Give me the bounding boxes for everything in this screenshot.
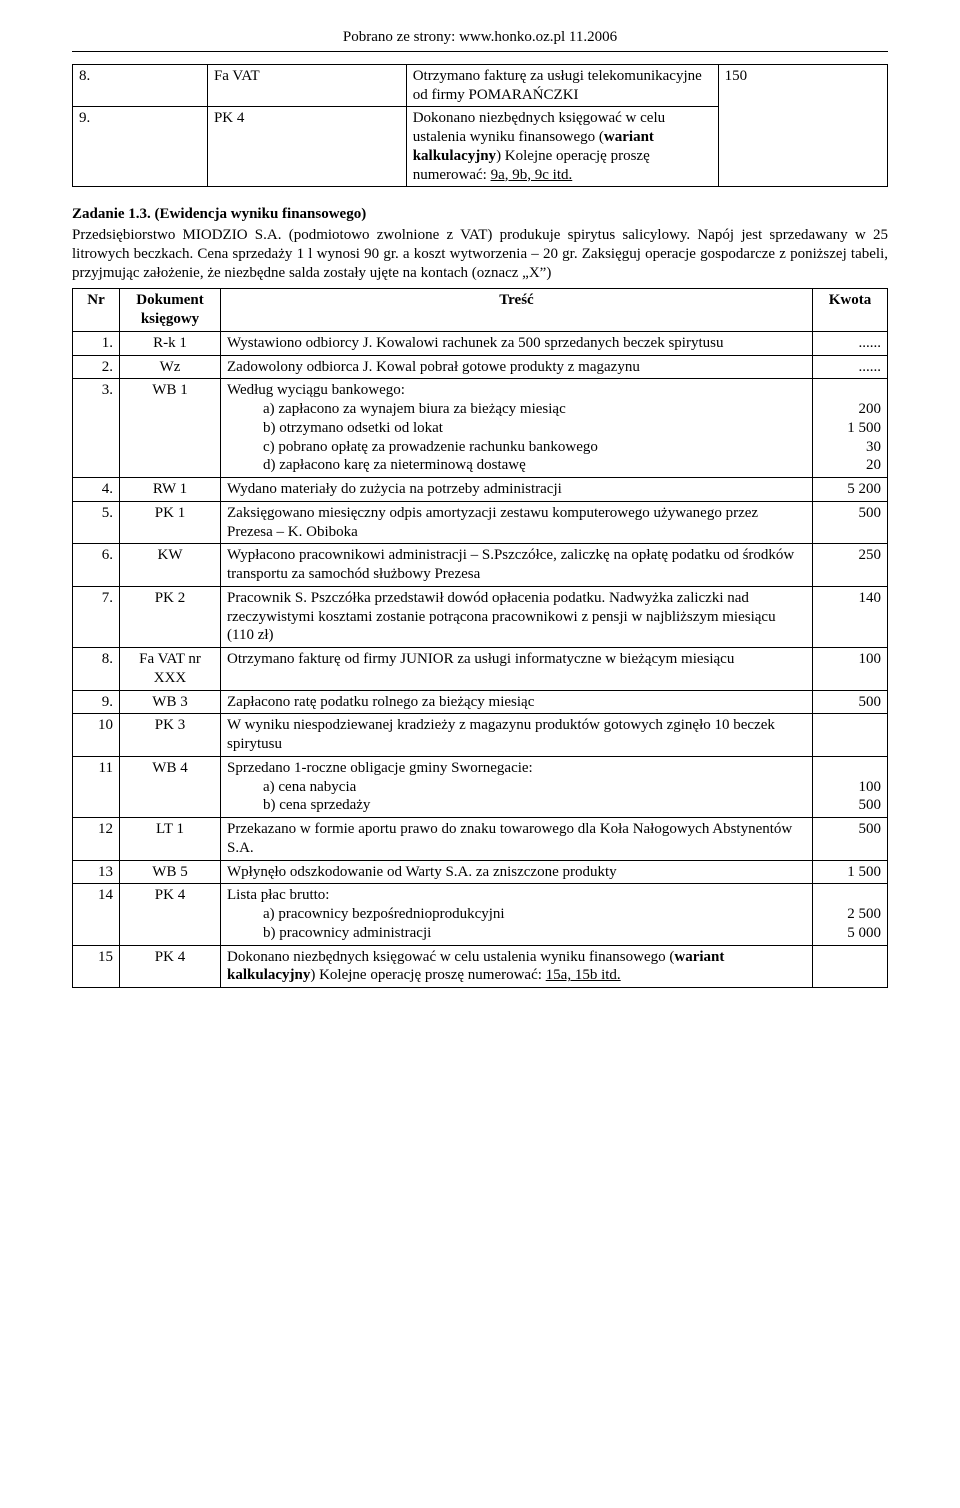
cell-nr: 10 [73,714,120,757]
top-table-row: 8.Fa VATOtrzymano fakturę za usługi tele… [73,64,888,107]
cell-tresc: Według wyciągu bankowego:a) zapłacono za… [221,379,813,478]
cell-doc: PK 4 [207,107,406,187]
cell-doc: Wz [120,355,221,379]
cell-nr: 6. [73,544,120,587]
cell-tresc: Wystawiono odbiorcy J. Kowalowi rachunek… [221,331,813,355]
cell-kwota: 250 [813,544,888,587]
cell-tresc: Dokonano niezbędnych księgować w celu us… [221,945,813,988]
cell-doc: PK 4 [120,945,221,988]
table-row: 11WB 4Sprzedano 1-roczne obligacje gminy… [73,756,888,817]
cell-nr: 3. [73,379,120,478]
top-table: 8.Fa VATOtrzymano fakturę za usługi tele… [72,64,888,188]
cell-kwota: ...... [813,331,888,355]
cell-nr: 15 [73,945,120,988]
cell-kwota: 2001 5003020 [813,379,888,478]
section-title: Zadanie 1.3. (Ewidencja wyniku finansowe… [72,205,888,224]
table-row: 10PK 3W wyniku niespodziewanej kradzieży… [73,714,888,757]
table-row: 15PK 4Dokonano niezbędnych księgować w c… [73,945,888,988]
cell-tresc: Przekazano w formie aportu prawo do znak… [221,818,813,861]
cell-kwota: 140 [813,586,888,647]
cell-nr: 8. [73,64,208,107]
cell-tresc: Zaksięgowano miesięczny odpis amortyzacj… [221,501,813,544]
cell-nr: 14 [73,884,120,945]
page: Pobrano ze strony: www.honko.oz.pl 11.20… [0,0,960,1028]
cell-nr: 12 [73,818,120,861]
table-row: 1.R-k 1Wystawiono odbiorcy J. Kowalowi r… [73,331,888,355]
page-header: Pobrano ze strony: www.honko.oz.pl 11.20… [72,28,888,47]
cell-kwota: 500 [813,818,888,861]
cell-tresc: Wydano materiały do zużycia na potrzeby … [221,478,813,502]
cell-doc: RW 1 [120,478,221,502]
cell-doc: LT 1 [120,818,221,861]
cell-doc: WB 3 [120,690,221,714]
cell-nr: 8. [73,648,120,691]
table-row: 14PK 4Lista płac brutto:a) pracownicy be… [73,884,888,945]
cell-kwota: 150 [718,64,887,187]
table-row: 2.WzZadowolony odbiorca J. Kowal pobrał … [73,355,888,379]
cell-kwota: 2 5005 000 [813,884,888,945]
cell-doc: R-k 1 [120,331,221,355]
cell-nr: 7. [73,586,120,647]
table-row: 4.RW 1Wydano materiały do zużycia na pot… [73,478,888,502]
cell-tresc: Otrzymano fakturę za usługi telekomunika… [406,64,718,107]
cell-kwota: ...... [813,355,888,379]
cell-kwota: 1 500 [813,860,888,884]
table-row: 9.WB 3Zapłacono ratę podatku rolnego za … [73,690,888,714]
table-row: 3.WB 1Według wyciągu bankowego:a) zapłac… [73,379,888,478]
cell-kwota: 5 200 [813,478,888,502]
cell-doc: Fa VAT [207,64,406,107]
cell-tresc: Zadowolony odbiorca J. Kowal pobrał goto… [221,355,813,379]
cell-nr: 1. [73,331,120,355]
cell-tresc: W wyniku niespodziewanej kradzieży z mag… [221,714,813,757]
table-row: 8.Fa VAT nr XXXOtrzymano fakturę od firm… [73,648,888,691]
cell-doc: PK 2 [120,586,221,647]
col-tresc: Treść [221,289,813,332]
table-row: 12LT 1Przekazano w formie aportu prawo d… [73,818,888,861]
table-row: 7.PK 2Pracownik S. Pszczółka przedstawił… [73,586,888,647]
cell-nr: 11 [73,756,120,817]
main-table-header-row: Nr Dokument księgowy Treść Kwota [73,289,888,332]
section-body: Przedsiębiorstwo MIODZIO S.A. (podmiotow… [72,226,888,282]
cell-tresc: Sprzedano 1-roczne obligacje gminy Sworn… [221,756,813,817]
cell-kwota: 500 [813,690,888,714]
cell-nr: 9. [73,107,208,187]
table-row: 6.KWWypłacono pracownikowi administracji… [73,544,888,587]
cell-doc: PK 1 [120,501,221,544]
cell-tresc: Dokonano niezbędnych księgować w celu us… [406,107,718,187]
cell-nr: 5. [73,501,120,544]
cell-kwota: 100500 [813,756,888,817]
cell-tresc: Wypłacono pracownikowi administracji – S… [221,544,813,587]
cell-doc: WB 5 [120,860,221,884]
col-kwota: Kwota [813,289,888,332]
cell-nr: 2. [73,355,120,379]
cell-tresc: Wpłynęło odszkodowanie od Warty S.A. za … [221,860,813,884]
header-rule [72,51,888,52]
cell-tresc: Otrzymano fakturę od firmy JUNIOR za usł… [221,648,813,691]
cell-nr: 13 [73,860,120,884]
cell-kwota [813,945,888,988]
cell-doc: KW [120,544,221,587]
cell-nr: 4. [73,478,120,502]
cell-doc: PK 3 [120,714,221,757]
table-row: 5.PK 1Zaksięgowano miesięczny odpis amor… [73,501,888,544]
main-table: Nr Dokument księgowy Treść Kwota 1.R-k 1… [72,288,888,988]
cell-doc: PK 4 [120,884,221,945]
cell-doc: WB 1 [120,379,221,478]
col-nr: Nr [73,289,120,332]
cell-doc: WB 4 [120,756,221,817]
table-row: 13WB 5Wpłynęło odszkodowanie od Warty S.… [73,860,888,884]
col-doc: Dokument księgowy [120,289,221,332]
cell-kwota: 500 [813,501,888,544]
cell-kwota: 100 [813,648,888,691]
cell-tresc: Lista płac brutto:a) pracownicy bezpośre… [221,884,813,945]
cell-doc: Fa VAT nr XXX [120,648,221,691]
cell-tresc: Pracownik S. Pszczółka przedstawił dowód… [221,586,813,647]
cell-tresc: Zapłacono ratę podatku rolnego za bieżąc… [221,690,813,714]
cell-kwota [813,714,888,757]
cell-nr: 9. [73,690,120,714]
